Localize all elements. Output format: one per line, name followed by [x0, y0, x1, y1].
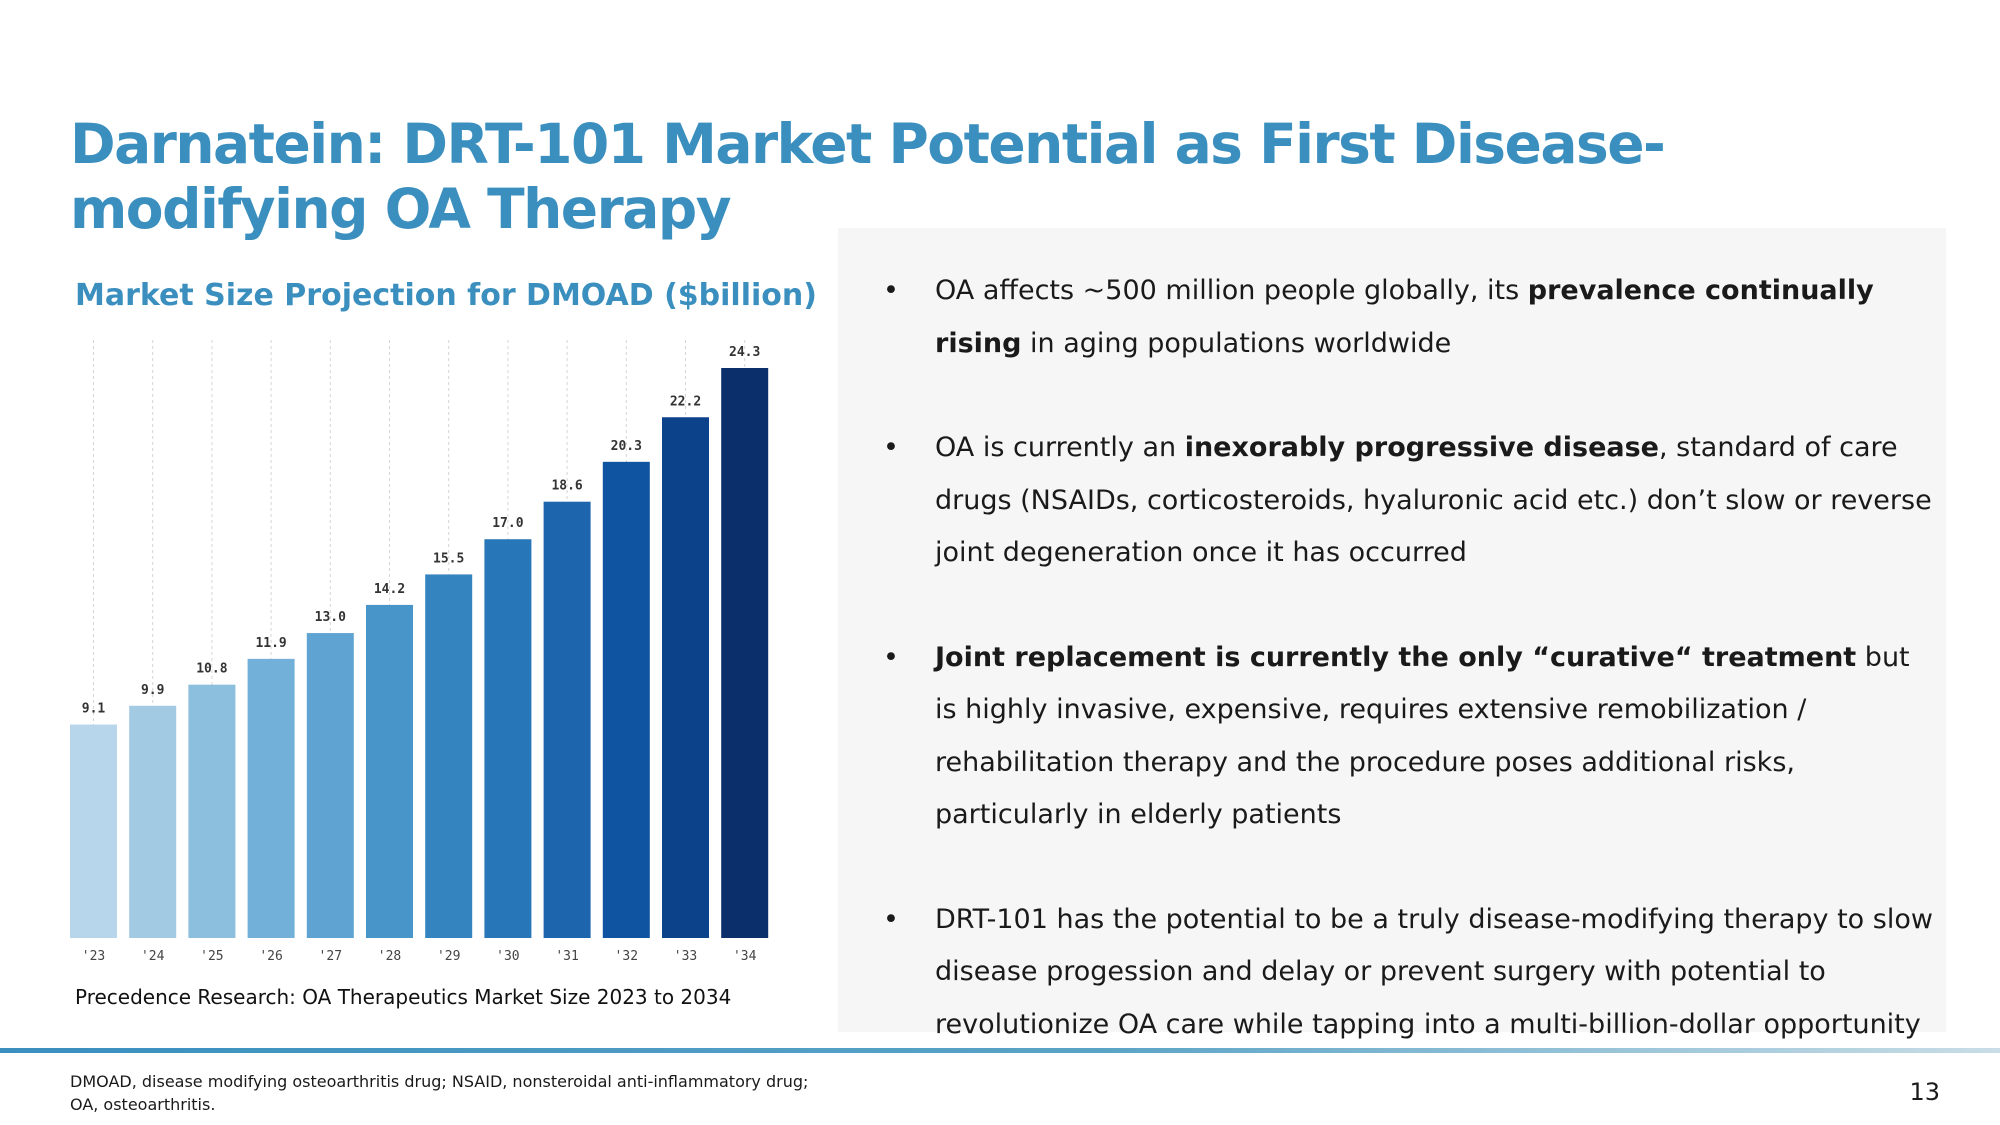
footer-divider [0, 1048, 2000, 1053]
x-tick-label: '30 [496, 949, 519, 964]
x-tick-label: '23 [82, 949, 105, 964]
bullet-panel: OA affects ~500 million people globally,… [838, 228, 1946, 1040]
bullet-list: OA affects ~500 million people globally,… [863, 265, 1933, 1103]
chart-title: Market Size Projection for DMOAD ($billi… [75, 278, 817, 313]
bar-value-label: 17.0 [492, 516, 523, 531]
bar-value-label: 9.9 [141, 683, 164, 698]
x-tick-label: '33 [674, 949, 697, 964]
x-tick-label: '24 [141, 949, 165, 964]
bar-value-label: 11.9 [255, 636, 286, 651]
bar-value-label: 22.2 [670, 394, 701, 409]
bullet-item: DRT-101 has the potential to be a truly … [863, 894, 1933, 1052]
bullet-text: OA affects ~500 million people globally,… [935, 275, 1528, 306]
footnote-line: DMOAD, disease modifying osteoarthritis … [70, 1072, 809, 1091]
x-tick-label: '34 [733, 949, 757, 964]
page-number: 13 [1909, 1078, 1940, 1106]
bullet-text-bold: inexorably progressive disease [1184, 432, 1659, 463]
bar-25 [188, 684, 236, 938]
bar-value-label: 9.1 [82, 702, 106, 717]
x-tick-label: '31 [555, 949, 578, 964]
bar-value-label: 24.3 [729, 345, 760, 360]
x-tick-label: '28 [378, 949, 401, 964]
bar-32 [602, 461, 650, 938]
chart-value-labels: 9.1 9.9 10.8 11.9 13.0 14.2 15.5 17.0 18.6 20.3 22… [82, 345, 761, 717]
page-title: Darnatein: DRT-101 Market Potential as F… [70, 112, 1666, 241]
bar-value-label: 10.8 [196, 662, 227, 677]
footnote-line: OA, osteoarthritis. [70, 1095, 216, 1114]
bar-value-label: 15.5 [433, 551, 464, 566]
bar-34 [721, 368, 769, 938]
bar-31 [543, 501, 591, 938]
bar-value-label: 20.3 [611, 439, 642, 454]
bar-value-label: 18.6 [551, 479, 582, 494]
bar-26 [247, 658, 295, 938]
x-tick-label: '27 [319, 949, 342, 964]
bar-29 [425, 574, 473, 938]
bar-30 [484, 539, 532, 938]
bullet-item: OA is currently an inexorably progressiv… [863, 422, 1933, 580]
x-tick-label: '25 [200, 949, 223, 964]
bar-28 [366, 604, 413, 938]
chart-source: Precedence Research: OA Therapeutics Mar… [75, 985, 732, 1009]
bullet-text: but is highly invasive, expensive, requi… [935, 641, 1910, 831]
footnote: DMOAD, disease modifying osteoarthritis … [70, 1070, 890, 1116]
bar-33 [662, 417, 709, 938]
bullet-item: Joint replacement is currently the only … [863, 632, 1933, 842]
chart-x-ticks: '23 '24 '25 '26 '27 '28 '29 '30 '31 '32 '33 '34 [82, 949, 757, 964]
bullet-text-bold: prevalence continually rising [935, 275, 1874, 359]
bullet-text-bold: Joint replacement is currently the only … [935, 641, 1857, 673]
bar-27 [306, 633, 354, 938]
bar-24 [129, 705, 177, 938]
chart-bars [70, 368, 769, 938]
bullet-text: DRT-101 has the potential to be a truly … [935, 903, 1933, 1040]
x-tick-label: '29 [437, 949, 460, 964]
bar-value-label: 14.2 [374, 582, 405, 597]
bullet-text: , standard of care drugs (NSAIDs, cortic… [935, 432, 1932, 568]
bullet-text: OA is currently an [935, 432, 1185, 463]
bullet-text: in aging populations worldwide [1021, 327, 1452, 359]
x-tick-label: '26 [259, 949, 282, 964]
bar-23 [70, 724, 117, 938]
bullet-item: OA affects ~500 million people globally,… [863, 265, 1933, 370]
bar-chart: 9.1 9.9 10.8 11.9 13.0 14.2 15.5 17.0 18.6 20.3 22… [70, 340, 769, 964]
x-tick-label: '32 [615, 949, 638, 964]
bar-value-label: 13.0 [315, 610, 346, 625]
